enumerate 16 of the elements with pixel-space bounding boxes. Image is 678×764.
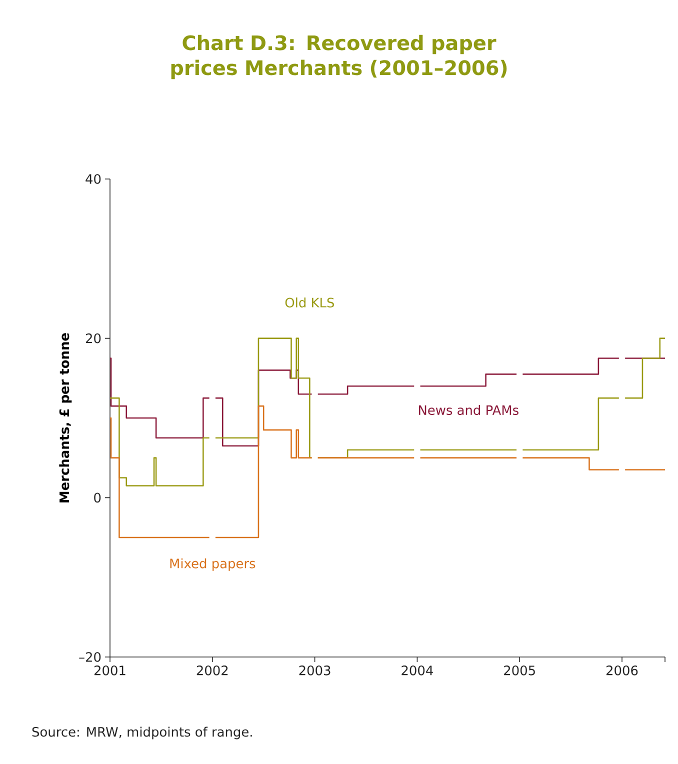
x-tick-label: 2003	[299, 666, 330, 676]
text: Old KLS	[285, 297, 334, 308]
series-label: News and PAMs	[418, 405, 518, 416]
x-tick-label: 2002	[196, 666, 228, 676]
series-label: Mixed papers	[170, 558, 256, 571]
chart-title: Chart D.3: Recovered paper prices Merchants (2001–2006)	[171, 34, 507, 80]
y-tick-label: 40	[86, 174, 101, 184]
x-tick-label: 2004	[402, 666, 433, 676]
y-axis-title: Merchants, £ per tonne	[59, 333, 72, 502]
y-tick-label: 20	[86, 333, 101, 344]
y-tick-label: –20	[79, 652, 101, 662]
y-tick-label: 0	[94, 492, 101, 503]
x-tick-label: 2001	[94, 666, 126, 676]
source-note: Source: MRW, midpoints of range.	[32, 726, 252, 740]
x-tick-label: 2005	[504, 666, 535, 676]
x-tick-label: 2006	[606, 666, 638, 676]
